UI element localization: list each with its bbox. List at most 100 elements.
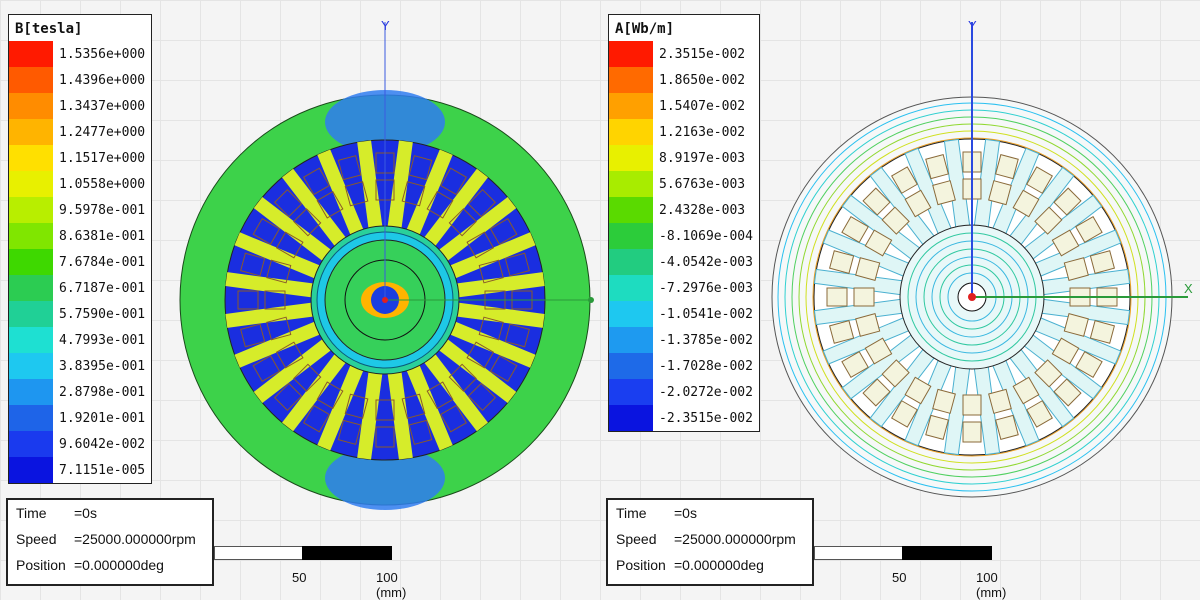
- winding-coil: [1089, 320, 1116, 344]
- winding-coil: [1063, 257, 1089, 281]
- legend-value: 1.0558e+000: [59, 176, 146, 192]
- winding-coil: [1053, 187, 1082, 216]
- legend-row: 1.0558e+000: [9, 171, 151, 197]
- legend-value: 9.5978e-001: [59, 202, 146, 218]
- legend-row: -8.1069e-004: [609, 223, 759, 249]
- winding-coil: [303, 404, 330, 433]
- winding-coil: [1075, 351, 1103, 378]
- legend-value: 1.4396e+000: [59, 72, 146, 88]
- winding-coil: [467, 382, 497, 412]
- legend-row: 1.9201e-001: [9, 405, 151, 431]
- vector-potential-plot[interactable]: YX: [600, 0, 1200, 600]
- stator-tooth: [253, 337, 334, 403]
- speed-row: Speed =25000.000000rpm: [8, 526, 212, 552]
- legend-value: 1.5356e+000: [59, 46, 146, 62]
- winding-coil: [1053, 378, 1082, 407]
- winding-coil: [448, 363, 477, 392]
- position-label: Position: [616, 557, 666, 573]
- legend-value: 1.2163e-002: [659, 124, 746, 140]
- winding-coil: [489, 218, 518, 245]
- winding-coil: [344, 181, 369, 207]
- stator-tooth: [405, 361, 453, 451]
- winding-coil: [375, 426, 395, 448]
- stator-tooth: [225, 302, 317, 328]
- scale-bar: 50 100 (mm): [814, 540, 1006, 600]
- winding-coil: [440, 167, 467, 196]
- legend-value: -2.3515e-002: [659, 410, 753, 426]
- winding-coil: [864, 229, 893, 257]
- time-label: Time: [616, 505, 647, 521]
- winding-coil: [467, 188, 497, 218]
- stator-tooth: [317, 149, 365, 239]
- flux-density-legend: B[tesla] 1.5356e+000 1.4396e+000 1.3437e+0…: [8, 14, 153, 484]
- legend-swatch: [9, 327, 53, 353]
- legend-value: 1.8650e-002: [659, 72, 746, 88]
- winding-coil: [891, 166, 918, 194]
- winding-coil: [426, 190, 454, 219]
- legend-row: 1.8650e-002: [609, 67, 759, 93]
- winding-coil: [1026, 400, 1053, 428]
- legend-value: -2.0272e-002: [659, 384, 753, 400]
- legend-row: -1.7028e-002: [609, 353, 759, 379]
- time-value: =0s: [674, 505, 697, 521]
- stator-tooth: [387, 368, 413, 460]
- legend-row: 1.2163e-002: [609, 119, 759, 145]
- stator-tooth: [436, 337, 517, 403]
- legend-value: 5.6763e-003: [659, 176, 746, 192]
- scale-end-label: 100 (mm): [976, 570, 1007, 600]
- legend-value: 1.5407e-002: [659, 98, 746, 114]
- position-row: Position =0.000000deg: [608, 552, 812, 578]
- solution-info-box: Time =0s Speed =25000.000000rpm Position…: [6, 498, 214, 586]
- winding-coil: [1012, 189, 1040, 218]
- legend-value: 7.6784e-001: [59, 254, 146, 270]
- winding-coil: [401, 181, 426, 207]
- legend-value: 1.2477e+000: [59, 124, 146, 140]
- winding-coil: [962, 394, 982, 416]
- legend-row: -1.0541e-002: [609, 301, 759, 327]
- legend-row: -4.0542e-003: [609, 249, 759, 275]
- legend-value: 9.6042e-002: [59, 436, 146, 452]
- winding-coil: [504, 252, 530, 277]
- vector-potential-legend: A[Wb/m] 2.3515e-002 1.8650e-002 1.5407e-00…: [608, 14, 760, 432]
- winding-coil: [826, 287, 848, 307]
- winding-coil: [841, 351, 869, 378]
- speed-row: Speed =25000.000000rpm: [608, 526, 812, 552]
- winding-coil: [855, 313, 881, 337]
- legend-row: 5.7590e-001: [9, 301, 151, 327]
- winding-coil: [925, 153, 949, 180]
- winding-coil: [293, 208, 322, 237]
- legend-swatch: [9, 145, 53, 171]
- winding-coil: [855, 257, 881, 281]
- stator-tooth: [422, 351, 488, 432]
- legend-value: -7.2976e-003: [659, 280, 753, 296]
- winding-coil: [408, 419, 433, 445]
- winding-coil: [841, 216, 869, 243]
- legend-row: 1.2477e+000: [9, 119, 151, 145]
- legend-value: -1.0541e-002: [659, 306, 753, 322]
- legend-value: 1.1517e+000: [59, 150, 146, 166]
- winding-coil: [828, 250, 855, 274]
- legend-row: 5.6763e-003: [609, 171, 759, 197]
- legend-value: 3.8395e-001: [59, 358, 146, 374]
- stator-tooth: [234, 232, 324, 280]
- legend-row: 9.6042e-002: [9, 431, 151, 457]
- origin-marker: [968, 293, 976, 301]
- x-axis-marker: [588, 297, 594, 303]
- stator-tooth: [436, 197, 517, 263]
- winding-coil: [1034, 359, 1063, 388]
- winding-coil: [252, 218, 281, 245]
- legend-swatch: [9, 119, 53, 145]
- legend-swatch: [9, 379, 53, 405]
- legend-value: 2.3515e-002: [659, 46, 746, 62]
- winding-coil: [240, 252, 266, 277]
- winding-coil: [266, 259, 292, 284]
- winding-coil: [988, 180, 1012, 206]
- winding-coil: [962, 421, 982, 443]
- winding-coil: [504, 323, 530, 348]
- x-axis-label: X: [1184, 281, 1193, 296]
- winding-coil: [1034, 206, 1063, 235]
- winding-coil: [293, 363, 322, 392]
- legend-swatch: [9, 249, 53, 275]
- flux-density-plot[interactable]: Y: [0, 0, 600, 600]
- legend-row: 7.1151e-005: [9, 457, 151, 483]
